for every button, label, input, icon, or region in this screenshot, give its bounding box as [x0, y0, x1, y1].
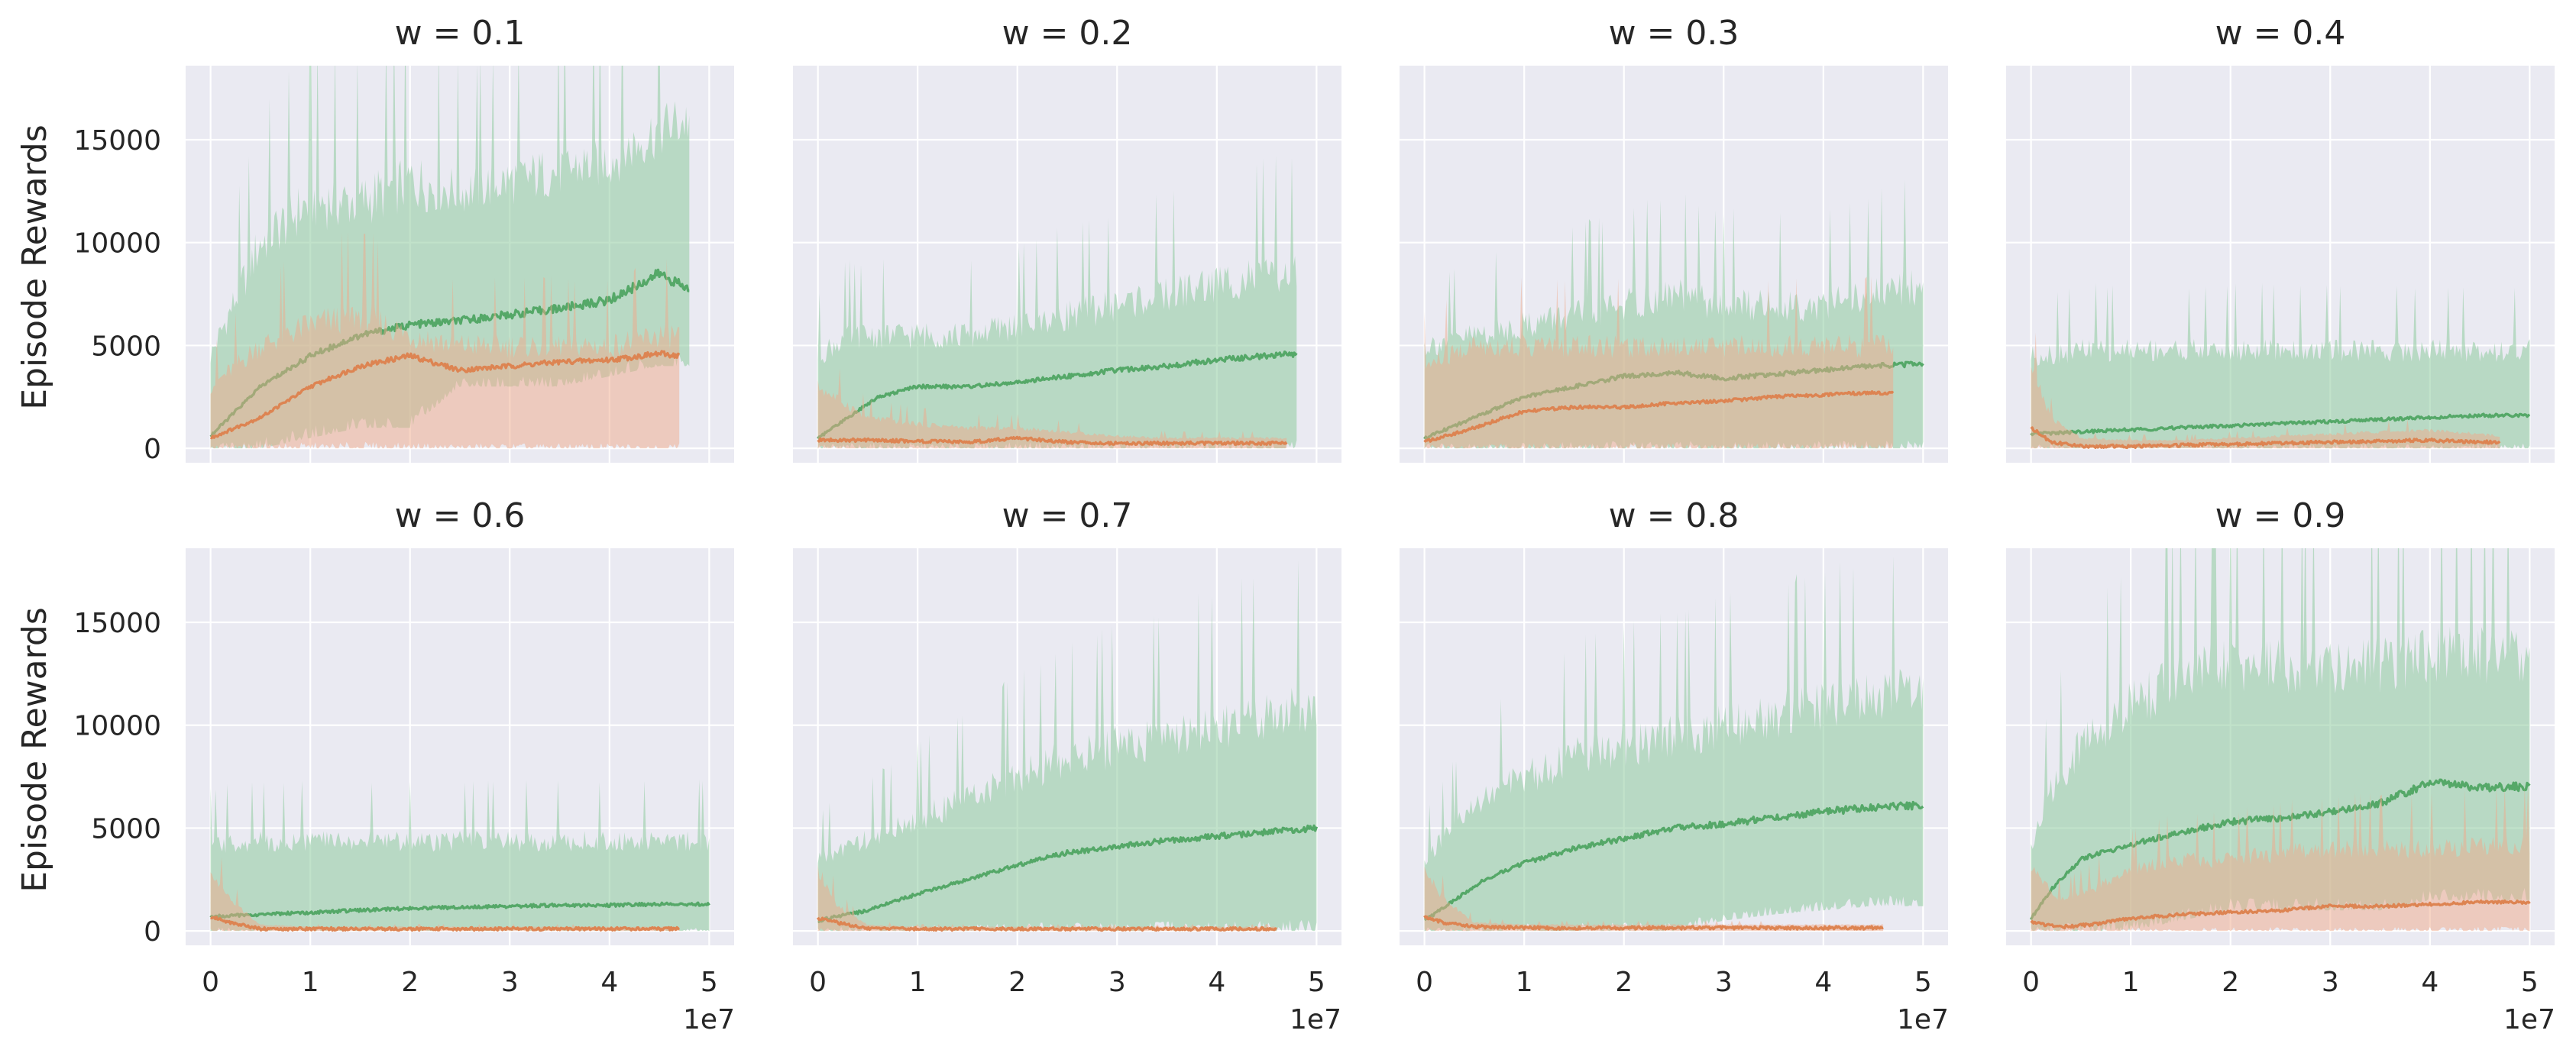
x-tick-label: 0 [202, 967, 219, 998]
x-offset-label-1: 1e7 [683, 1004, 735, 1035]
orange-series-band [210, 857, 680, 932]
x-tick-label: 1 [2122, 967, 2140, 998]
y-tick-label: 5000 [91, 813, 161, 845]
x-tick-label: 3 [501, 967, 519, 998]
panel-8: w = 0.9 0 1 2 3 4 5 [2006, 496, 2555, 998]
panel-1: w = 0.1 0 5000 10000 15000 [73, 14, 734, 465]
panel-title: w = 0.9 [2215, 496, 2346, 535]
orange-series-line [817, 435, 1288, 447]
x-offset-label-3: 1e7 [1897, 1004, 1949, 1035]
x-tick-label: 5 [701, 967, 718, 998]
y-axis-label-bottom: Episode Rewards [15, 607, 54, 893]
orange-series-band [210, 231, 680, 449]
series-group [209, 779, 710, 932]
x-tick-label: 3 [1715, 967, 1733, 998]
panel-title: w = 0.1 [395, 14, 526, 53]
orange-series-band [817, 864, 1277, 932]
x-tick-label: 3 [2322, 967, 2339, 998]
green-series-band [210, 779, 710, 932]
panel-2: w = 0.2 [793, 14, 1341, 463]
y-tick-label: 0 [144, 916, 161, 948]
series-group [817, 155, 1298, 449]
panel-7: w = 0.8 0 1 2 3 4 5 [1400, 496, 1948, 998]
green-series-line [817, 350, 1298, 440]
series-group [1423, 179, 1924, 449]
green-series-band [2031, 283, 2530, 449]
y-tick-label: 0 [144, 434, 161, 465]
orange-series-line [2030, 426, 2501, 450]
x-tick-label: 1 [302, 967, 319, 998]
y-tick-label: 10000 [73, 228, 161, 260]
series-group [209, 66, 690, 449]
series-group [1423, 556, 1924, 932]
x-tick-label: 5 [1308, 967, 1325, 998]
x-tick-label: 4 [1208, 967, 1225, 998]
y-tick-label: 15000 [73, 608, 161, 639]
orange-series-band [2031, 332, 2500, 449]
panel-5: w = 0.6 0 5000 10000 15000 0 1 2 3 4 5 [73, 496, 734, 998]
x-tick-label: 2 [401, 967, 419, 998]
panel-title: w = 0.6 [395, 496, 526, 535]
y-tick-label: 5000 [91, 331, 161, 362]
orange-series-line [1423, 915, 1884, 931]
series-group [2030, 548, 2531, 932]
x-tick-label: 4 [600, 967, 618, 998]
x-tick-label: 2 [2222, 967, 2239, 998]
x-tick-label: 2 [1008, 967, 1026, 998]
x-offset-label-2: 1e7 [1290, 1004, 1341, 1035]
panel-title: w = 0.7 [1002, 496, 1133, 535]
y-axis-label-top: Episode Rewards [15, 124, 54, 410]
x-tick-label: 3 [1108, 967, 1126, 998]
orange-series-line [2030, 899, 2531, 930]
panel-title: w = 0.4 [2215, 14, 2346, 53]
panel-title: w = 0.8 [1609, 496, 1739, 535]
x-tick-label: 5 [2521, 967, 2539, 998]
orange-series-band [817, 368, 1287, 449]
panel-3: w = 0.3 [1400, 14, 1948, 463]
orange-series-band [2031, 786, 2530, 932]
x-tick-label: 1 [1516, 967, 1533, 998]
x-tick-label: 0 [1416, 967, 1433, 998]
x-tick-label: 0 [809, 967, 827, 998]
green-series-line [2030, 412, 2531, 437]
y-tick-label: 10000 [73, 711, 161, 742]
orange-series-line [210, 350, 681, 440]
orange-series-band [1424, 276, 1894, 449]
x-tick-label: 5 [1914, 967, 1932, 998]
panel-title: w = 0.3 [1609, 14, 1739, 53]
x-tick-label: 4 [1814, 967, 1832, 998]
panel-4: w = 0.4 [2006, 14, 2555, 463]
series-group [2030, 283, 2531, 450]
green-series-band [817, 155, 1297, 449]
orange-series-band [1424, 866, 1884, 932]
x-offset-label-4: 1e7 [2503, 1004, 2555, 1035]
orange-series-line [210, 916, 681, 932]
orange-series-line [817, 916, 1277, 932]
series-group [817, 560, 1319, 932]
green-series-line [209, 901, 710, 919]
green-series-band [1424, 556, 1924, 932]
green-series-line [817, 824, 1319, 924]
x-tick-label: 4 [2421, 967, 2438, 998]
x-tick-label: 0 [2022, 967, 2040, 998]
panel-6: w = 0.7 0 1 2 3 4 5 [793, 496, 1341, 998]
x-tick-label: 1 [909, 967, 927, 998]
y-tick-label: 15000 [73, 125, 161, 157]
orange-series-line [1423, 390, 1895, 443]
panel-title: w = 0.2 [1002, 14, 1133, 53]
green-series-band [2031, 548, 2530, 932]
green-series-line [1423, 800, 1924, 922]
x-tick-label: 2 [1615, 967, 1633, 998]
